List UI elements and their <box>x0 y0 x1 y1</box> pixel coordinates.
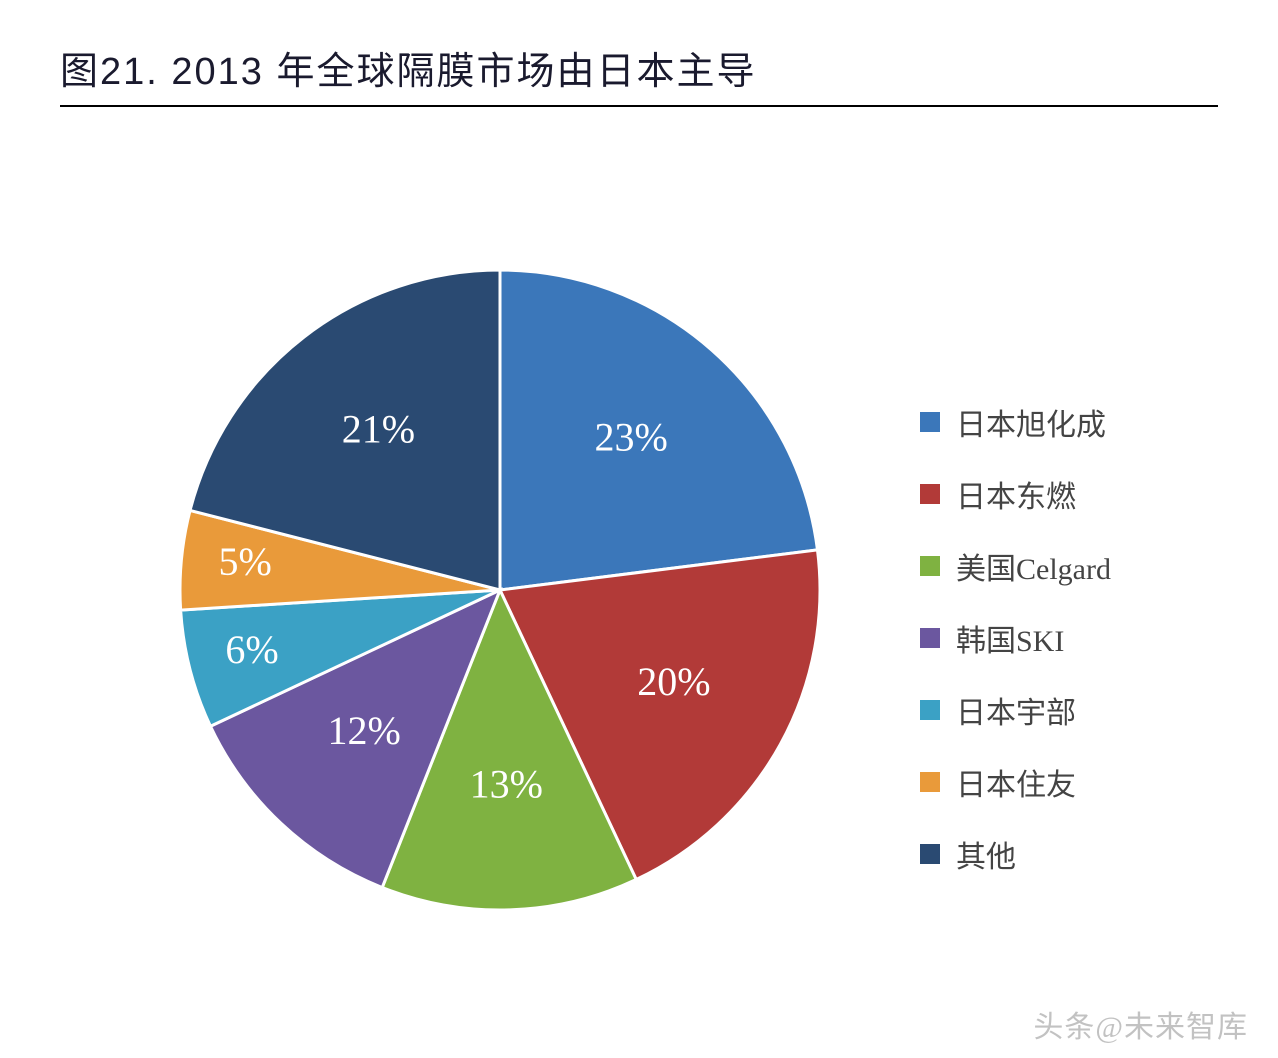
legend-item: 美国Celgard <box>920 544 1111 588</box>
pie-slice-label: 23% <box>595 414 668 459</box>
pie-slice-label: 20% <box>637 659 710 704</box>
legend-swatch <box>920 772 940 792</box>
legend-label: 日本宇部 <box>956 688 1076 732</box>
legend-label: 韩国SKI <box>956 616 1064 660</box>
title-underline <box>60 105 1218 107</box>
legend-item: 日本东燃 <box>920 472 1111 516</box>
legend-item: 韩国SKI <box>920 616 1111 660</box>
legend-swatch <box>920 628 940 648</box>
legend-swatch <box>920 484 940 504</box>
legend-item: 日本宇部 <box>920 688 1111 732</box>
pie-slice-label: 21% <box>342 406 415 451</box>
legend-swatch <box>920 700 940 720</box>
chart-title-area: 图21. 2013 年全球隔膜市场由日本主导 <box>60 40 1218 107</box>
legend-label: 美国Celgard <box>956 544 1111 588</box>
pie-chart-container: 23% 20% 13% 12% 6% 5% 21% 日本旭化成日本东燃美国Celgard 韩国… <box>0 170 1278 990</box>
pie-chart: 23% 20% 13% 12% 6% 5% 21% <box>120 210 880 970</box>
legend-label: 日本旭化成 <box>956 400 1106 444</box>
legend-label: 其他 <box>956 832 1016 876</box>
legend-item: 日本住友 <box>920 760 1111 804</box>
legend-swatch <box>920 556 940 576</box>
pie-slice-label: 13% <box>470 761 543 806</box>
pie-slice-label: 12% <box>328 708 401 753</box>
legend-item: 日本旭化成 <box>920 400 1111 444</box>
legend-label: 日本东燃 <box>956 472 1076 516</box>
pie-slice-label: 5% <box>218 539 271 584</box>
legend: 日本旭化成日本东燃美国Celgard 韩国SKI 日本宇部日本住友其他 <box>920 400 1111 904</box>
legend-swatch <box>920 844 940 864</box>
watermark: 头条@未来智库 <box>1033 1002 1248 1046</box>
legend-item: 其他 <box>920 832 1111 876</box>
legend-label: 日本住友 <box>956 760 1076 804</box>
pie-slice-label: 6% <box>225 627 278 672</box>
chart-title: 图21. 2013 年全球隔膜市场由日本主导 <box>60 40 1218 105</box>
legend-swatch <box>920 412 940 432</box>
